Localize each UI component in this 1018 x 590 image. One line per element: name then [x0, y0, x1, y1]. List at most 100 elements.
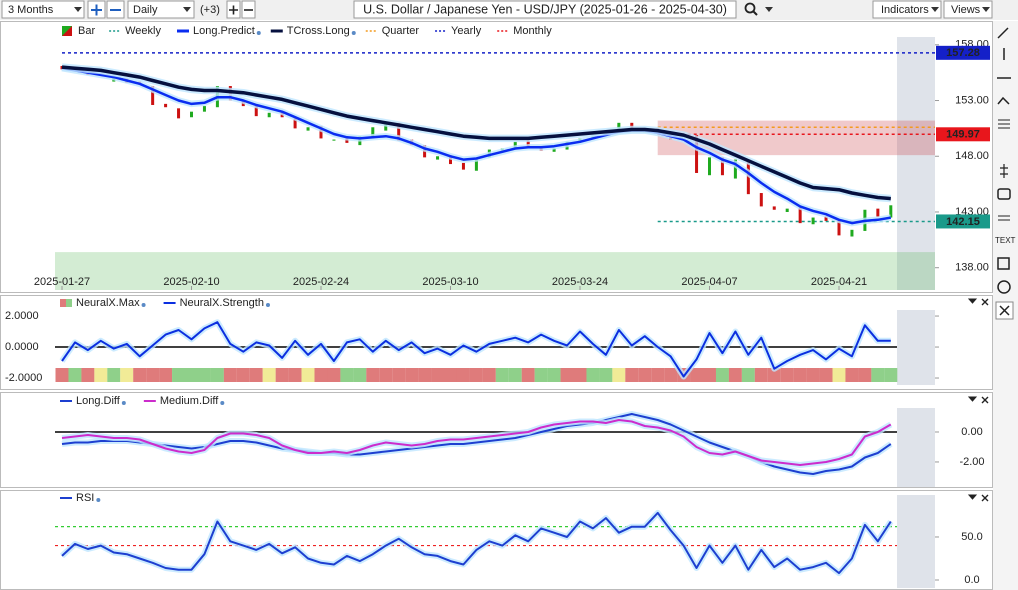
price-bar [695, 135, 699, 173]
state-cell [845, 368, 859, 382]
price-bar [332, 139, 336, 141]
close-icon[interactable] [981, 494, 989, 502]
state-cell [508, 368, 522, 382]
state-cell [715, 368, 729, 382]
symbol-box[interactable] [353, 0, 737, 19]
line-tool[interactable] [997, 27, 1009, 39]
state-cell [521, 368, 535, 382]
price-bar [397, 122, 401, 141]
collapse-icon[interactable] [967, 494, 978, 500]
measure-tool[interactable] [998, 215, 1010, 221]
legend-label: Monthly [513, 25, 552, 37]
legend-label: Quarter [382, 25, 420, 37]
close-icon[interactable] [981, 396, 989, 404]
price-bar [190, 111, 193, 118]
line [61, 321, 891, 378]
price-box [936, 214, 990, 229]
price-bar [617, 122, 621, 131]
line [61, 419, 892, 466]
state-cell [262, 368, 276, 382]
legend-gear [351, 31, 356, 35]
line [61, 511, 892, 575]
state-cell [793, 368, 807, 382]
y-tick-label: -2.0000 [5, 372, 42, 384]
x-tick-label: 2025-04-21 [811, 276, 867, 288]
state-cell [55, 368, 69, 382]
search-icon-handle [752, 10, 758, 16]
legend-label: NeuralX.Max [76, 297, 140, 309]
state-cell [871, 368, 885, 382]
y-tick-label: 138.00 [955, 262, 989, 274]
future-area [897, 495, 935, 588]
state-cell [405, 368, 419, 382]
state-cell [832, 368, 846, 382]
range-select[interactable] [1, 0, 85, 19]
state-cell [703, 368, 716, 382]
interval-select[interactable] [127, 0, 195, 19]
state-cell [482, 368, 496, 382]
state-cell [366, 368, 380, 382]
legend-gear [220, 401, 225, 405]
legend-gear [141, 303, 146, 307]
y-tick-label: -2.00 [959, 456, 984, 468]
price-bar [798, 207, 802, 224]
y-tick-label: 2.0000 [5, 310, 39, 322]
y-tick-label: 0.0000 [5, 341, 39, 353]
channel-tool[interactable] [1000, 164, 1008, 178]
sidebar-tools [995, 27, 1014, 320]
state-cell [275, 368, 289, 382]
y-tick-label: 0.0 [964, 574, 979, 586]
fib-tool[interactable] [998, 119, 1010, 129]
range-label: 3 Months [8, 4, 54, 16]
legend-label: Bar [78, 25, 95, 37]
indicators-button[interactable] [872, 0, 942, 19]
ellipse-tool[interactable] [997, 280, 1011, 294]
price-bar [293, 118, 297, 129]
legend-gear [265, 303, 270, 307]
state-cell [81, 368, 95, 382]
state-cell [340, 368, 354, 382]
price-bar [436, 156, 440, 160]
x-tick-label: 2025-02-24 [293, 276, 349, 288]
price-bar [746, 160, 750, 195]
state-cell [444, 368, 457, 382]
dropdown-arrow[interactable] [765, 7, 773, 12]
legend-icon [66, 299, 72, 307]
legend-label: NeuralX.Strength [180, 297, 264, 309]
dropdown-arrow [183, 7, 191, 12]
views-button[interactable] [943, 0, 993, 19]
note-tool[interactable] [997, 188, 1011, 200]
price-bar [708, 157, 711, 176]
trend-tool[interactable] [997, 96, 1010, 105]
price-box [936, 127, 990, 142]
state-cell [638, 368, 652, 382]
state-cell [223, 368, 237, 382]
state-cell [94, 368, 108, 382]
price-bar [254, 104, 258, 117]
rect-tool[interactable] [997, 257, 1010, 270]
state-cell [469, 368, 483, 382]
close-icon[interactable] [981, 298, 989, 306]
legend-label: Medium.Diff [160, 395, 219, 407]
state-cell [146, 368, 160, 382]
state-cell [664, 368, 678, 382]
collapse-icon[interactable] [967, 396, 978, 402]
y-tick-label: 0.00 [961, 426, 982, 438]
state-cell [573, 368, 587, 382]
y-tick-label: 153.00 [955, 94, 989, 106]
legend-label: Yearly [451, 25, 482, 37]
price-bar [733, 159, 737, 179]
delete-tool[interactable] [999, 305, 1010, 316]
state-cell [120, 368, 134, 382]
collapse-icon[interactable] [967, 298, 978, 304]
search-icon[interactable] [744, 2, 756, 14]
state-cell [819, 368, 833, 382]
x-tick-label: 2025-04-07 [681, 276, 737, 288]
state-cell [547, 368, 561, 382]
legend-gear [121, 401, 126, 405]
legend-label: Long.Predict [193, 25, 255, 37]
state-cell [612, 368, 626, 382]
future-area [897, 37, 935, 290]
text-tool[interactable]: TEXT [995, 236, 1016, 245]
